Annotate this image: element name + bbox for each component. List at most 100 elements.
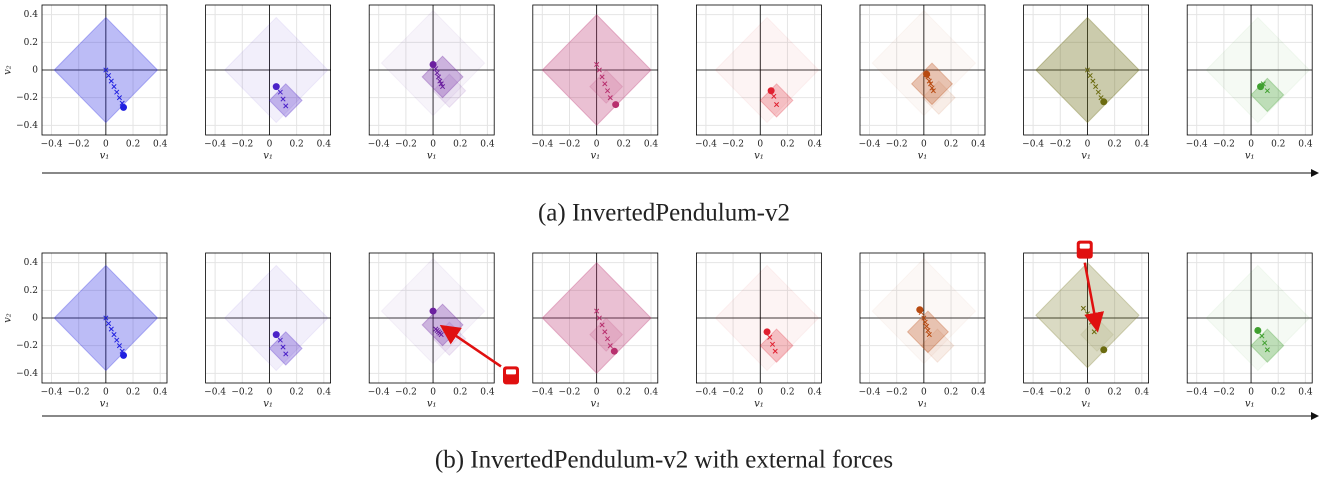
x-tick-label: 0.2 bbox=[1271, 140, 1285, 150]
x-tick-label: −0.4 bbox=[368, 388, 390, 398]
y-tick-label: −0.2 bbox=[16, 341, 38, 351]
x-tick-label: 0.4 bbox=[317, 388, 332, 398]
y-tick-label: 0.2 bbox=[24, 286, 38, 296]
point bbox=[277, 89, 283, 95]
x-tick-label: 0 bbox=[430, 140, 436, 150]
current-state bbox=[429, 60, 437, 68]
current-state bbox=[272, 83, 280, 91]
point bbox=[1264, 347, 1270, 353]
x-axis-label: v₁ bbox=[754, 399, 764, 410]
y-tick-label: −0.4 bbox=[16, 369, 38, 379]
point bbox=[1090, 78, 1096, 84]
x-tick-label: 0.2 bbox=[126, 140, 140, 150]
x-tick-label: 0 bbox=[103, 140, 109, 150]
x-tick-label: 0.2 bbox=[944, 140, 958, 150]
plot-area bbox=[380, 257, 486, 365]
y-tick-label: −0.2 bbox=[16, 93, 38, 103]
x-tick-label: 0.4 bbox=[1298, 388, 1313, 398]
point bbox=[607, 343, 613, 349]
current-state bbox=[429, 307, 437, 315]
plot-frame bbox=[41, 252, 168, 384]
x-axis-label: v₁ bbox=[918, 399, 928, 410]
x-tick-label: −0.2 bbox=[231, 388, 253, 398]
point bbox=[435, 74, 442, 80]
point bbox=[771, 93, 777, 99]
plot-area bbox=[1205, 264, 1311, 372]
plot-area bbox=[714, 264, 820, 372]
panel: −0.4 −0.2 0 0.2 0.4 v₁ bbox=[531, 4, 659, 162]
panel: −0.4 −0.2 0 0.2 0.4 v₁ bbox=[368, 4, 495, 162]
x-tick-label: −0.4 bbox=[531, 388, 553, 398]
x-tick-label: 0.4 bbox=[971, 140, 986, 150]
panel: −0.4 −0.2 0 0.2 0.4 −0.4 −0.2 0 0.2 0.4 v₁ v₂ bbox=[3, 252, 168, 410]
region bbox=[223, 264, 329, 372]
plot-area bbox=[1035, 16, 1140, 124]
panel: −0.4 −0.2 0 0.2 0.4 v₁ bbox=[695, 4, 822, 162]
point bbox=[594, 61, 600, 68]
x-tick-label: 0 bbox=[1248, 140, 1254, 150]
x-tick-label: 0.2 bbox=[1107, 388, 1121, 398]
x-tick-label: 0 bbox=[921, 140, 927, 150]
plot-area bbox=[53, 16, 159, 124]
point bbox=[602, 329, 608, 335]
panel: −0.4 −0.2 0 0.2 0.4 v₁ bbox=[1186, 252, 1313, 410]
current-state bbox=[612, 101, 620, 109]
panel: −0.4 −0.2 0 0.2 0.4 v₁ bbox=[1022, 252, 1149, 410]
x-tick-label: −0.2 bbox=[1049, 140, 1071, 150]
point bbox=[103, 315, 109, 321]
current-state bbox=[767, 87, 775, 95]
plot-area bbox=[871, 257, 977, 365]
x-tick-label: 0.2 bbox=[780, 140, 794, 150]
x-axis-label: v₁ bbox=[427, 399, 437, 410]
plot-area bbox=[223, 264, 329, 372]
x-tick-label: 0.4 bbox=[480, 388, 495, 398]
x-tick-label: 0 bbox=[757, 140, 763, 150]
region bbox=[871, 257, 977, 365]
point bbox=[1259, 333, 1265, 339]
plot-area bbox=[53, 264, 159, 372]
plot-frame bbox=[532, 4, 659, 136]
x-tick-label: 0 bbox=[594, 388, 600, 398]
x-tick-label: −0.4 bbox=[204, 388, 226, 398]
x-axis-label: v₁ bbox=[263, 399, 273, 410]
x-tick-label: 0 bbox=[594, 140, 600, 150]
x-tick-label: 0 bbox=[1085, 388, 1091, 398]
current-state bbox=[1254, 326, 1262, 334]
region bbox=[268, 331, 303, 366]
point bbox=[438, 81, 444, 87]
plot-area bbox=[714, 16, 820, 124]
point bbox=[111, 332, 117, 338]
panel: −0.4 −0.2 0 0.2 0.4 v₁ bbox=[531, 252, 658, 410]
x-axis-label: v₁ bbox=[918, 151, 928, 162]
region bbox=[714, 16, 820, 124]
y-axis-label: v₂ bbox=[3, 65, 14, 75]
x-tick-label: −0.4 bbox=[1022, 388, 1044, 398]
region bbox=[1205, 264, 1311, 372]
point bbox=[1262, 340, 1268, 346]
force-icon bbox=[505, 369, 516, 375]
plot-frame bbox=[205, 4, 332, 136]
region bbox=[906, 310, 950, 354]
point bbox=[767, 334, 773, 340]
point bbox=[280, 344, 286, 350]
x-tick-label: −0.4 bbox=[41, 140, 63, 150]
x-tick-label: 0.2 bbox=[289, 140, 303, 150]
point bbox=[772, 348, 778, 354]
x-tick-label: −0.4 bbox=[531, 140, 553, 150]
x-tick-label: 0 bbox=[1248, 388, 1254, 398]
caption: (a) InvertedPendulum-v2 bbox=[538, 200, 790, 227]
plot-frame bbox=[696, 252, 822, 384]
region bbox=[871, 9, 977, 117]
point bbox=[106, 320, 112, 327]
plot-frame bbox=[1023, 4, 1149, 136]
point bbox=[440, 84, 446, 90]
point bbox=[111, 84, 117, 90]
point bbox=[774, 102, 780, 108]
x-tick-label: −0.4 bbox=[695, 140, 717, 150]
x-tick-label: 0 bbox=[430, 388, 436, 398]
panel: −0.4 −0.2 0 0.2 0.4 v₁ bbox=[204, 4, 332, 162]
point bbox=[103, 67, 109, 73]
region bbox=[759, 83, 794, 118]
point bbox=[599, 74, 605, 80]
region bbox=[1250, 328, 1285, 363]
